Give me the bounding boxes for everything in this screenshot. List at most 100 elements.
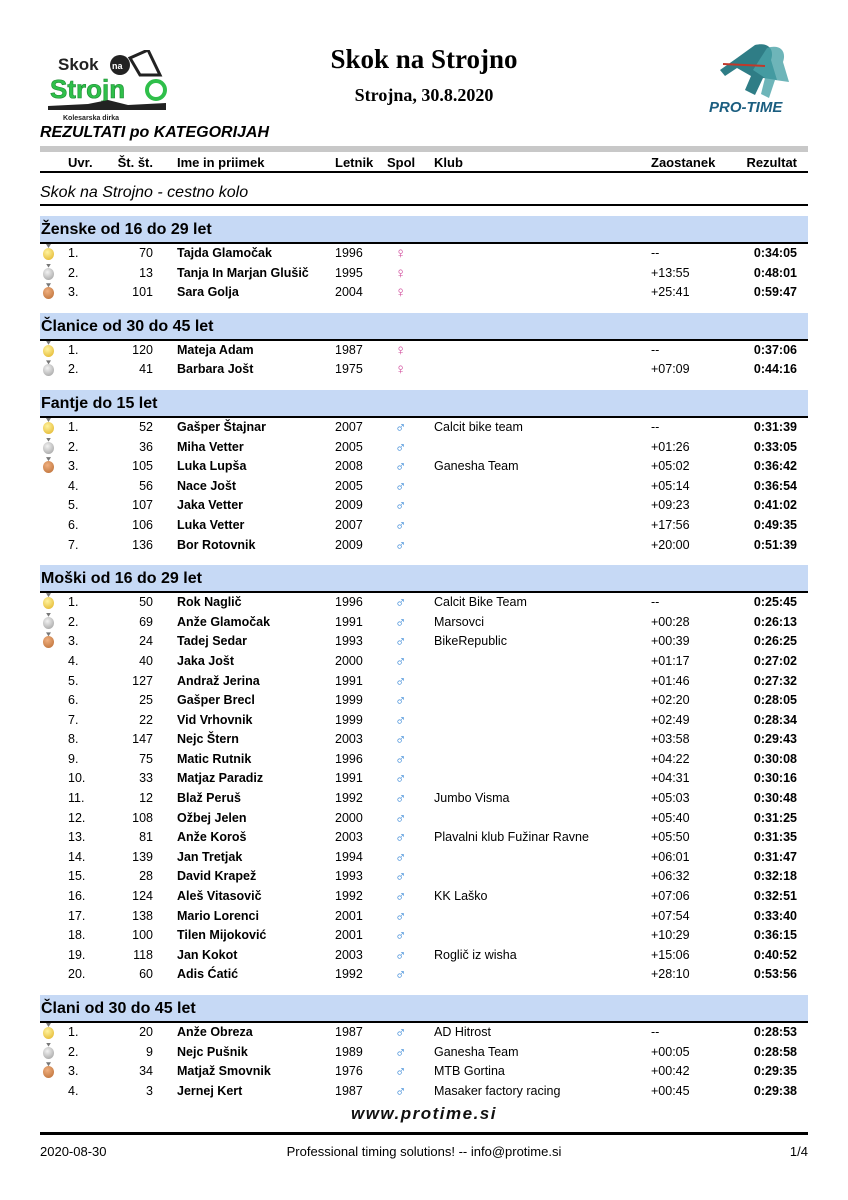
- website-link[interactable]: www.protime.si: [350, 1104, 497, 1123]
- table-row: 3. 34 Matjaž Smovnik 1976 MTB Gortina +00:42 0…: [40, 1062, 808, 1082]
- rank-cell: 17.: [68, 908, 86, 923]
- gap-cell: +01:46: [651, 673, 690, 688]
- result-cell: 0:27:32: [753, 673, 797, 688]
- gap-cell: +25:41: [651, 285, 690, 300]
- result-cell: 0:32:51: [753, 889, 797, 904]
- year-cell: 1993: [335, 634, 363, 649]
- result-cell: 0:29:43: [753, 732, 797, 747]
- rank-cell: 10.: [68, 771, 86, 786]
- rank-cell: 2.: [68, 614, 79, 629]
- bib-cell: 9: [146, 1044, 153, 1059]
- gold-medal-icon: [43, 1027, 54, 1039]
- result-cell: 0:28:53: [753, 1025, 797, 1039]
- table-row: 2. 13 Tanja In Marjan Glušič 1995 +13:55 0:48…: [40, 264, 808, 284]
- table-row: 20. 60 Adis Ćatić 1992 +28:10 0:53:56 ♂: [40, 965, 808, 985]
- club-cell: BikeRepublic: [434, 634, 507, 649]
- result-cell: 0:31:25: [753, 810, 797, 825]
- rank-cell: 7.: [68, 537, 79, 552]
- category-header: Člani od 30 do 45 let: [40, 995, 808, 1023]
- year-cell: 1994: [335, 849, 363, 864]
- gap-cell: +06:01: [651, 849, 690, 864]
- name-cell: Nejc Štern: [177, 732, 239, 747]
- gap-cell: +28:10: [651, 967, 690, 982]
- year-cell: 1987: [335, 342, 363, 357]
- gap-cell: +04:22: [651, 751, 690, 766]
- rank-cell: 14.: [68, 849, 86, 864]
- year-cell: 1992: [335, 967, 363, 982]
- female-icon: ♀: [395, 284, 407, 302]
- table-row: 2. 36 Miha Vetter 2005 +01:26 0:33:05 ♂: [40, 438, 808, 458]
- male-icon: ♂: [395, 809, 407, 827]
- male-icon: ♂: [395, 907, 407, 925]
- result-cell: 0:53:56: [753, 967, 797, 982]
- bib-cell: 52: [139, 419, 153, 434]
- rank-cell: 2.: [68, 439, 79, 454]
- race-name: Skok na Strojno - cestno kolo: [40, 184, 808, 206]
- name-cell: Jernej Kert: [177, 1083, 243, 1098]
- name-cell: Jaka Vetter: [177, 498, 244, 513]
- bib-cell: 100: [132, 928, 153, 943]
- rank-cell: 4.: [68, 478, 79, 493]
- skok-na-strojno-logo: Skok na Strojn Kolesarska dirka: [48, 48, 173, 122]
- name-cell: Blaž Peruš: [177, 791, 241, 806]
- bib-cell: 69: [139, 614, 153, 629]
- result-cell: 0:28:58: [753, 1044, 797, 1059]
- rank-cell: 6.: [68, 693, 79, 708]
- name-cell: Gašper Štajnar: [177, 419, 266, 434]
- club-cell: Calcit bike team: [434, 419, 523, 434]
- year-cell: 2004: [335, 285, 363, 300]
- rank-cell: 2.: [68, 362, 79, 377]
- gap-cell: +07:06: [651, 889, 690, 904]
- male-icon: ♂: [395, 672, 407, 690]
- rank-cell: 3.: [68, 1064, 79, 1079]
- year-cell: 2007: [335, 419, 363, 434]
- bib-cell: 120: [132, 342, 153, 357]
- result-cell: 0:27:02: [753, 653, 797, 668]
- male-icon: ♂: [395, 750, 407, 768]
- table-row: 2. 41 Barbara Jošt 1975 +07:09 0:44:16 ♀: [40, 360, 808, 380]
- name-cell: Matjaž Smovnik: [177, 1064, 271, 1079]
- result-cell: 0:29:38: [753, 1083, 797, 1098]
- result-cell: 0:26:13: [753, 614, 797, 629]
- gold-medal-icon: [43, 597, 54, 610]
- year-cell: 2003: [335, 732, 363, 747]
- gap-cell: +02:49: [651, 712, 690, 727]
- gap-cell: +15:06: [651, 947, 690, 962]
- svg-text:Kolesarska dirka: Kolesarska dirka: [63, 115, 119, 122]
- table-row: 1. 70 Tajda Glamočak 1996 -- 0:34:05 ♀: [40, 244, 808, 264]
- bib-cell: 25: [139, 693, 153, 708]
- name-cell: Tajda Glamočak: [177, 246, 272, 260]
- club-cell: Ganesha Team: [434, 1044, 519, 1059]
- male-icon: ♂: [395, 1063, 407, 1081]
- year-cell: 2000: [335, 810, 363, 825]
- name-cell: Ožbej Jelen: [177, 810, 247, 825]
- page-number: 1/4: [789, 1144, 808, 1159]
- club-cell: AD Hitrost: [434, 1025, 491, 1039]
- rank-cell: 3.: [68, 459, 79, 474]
- female-icon: ♀: [395, 341, 407, 359]
- table-row: 1. 20 Anže Obreza 1987 AD Hitrost -- 0:28:53 ♂: [40, 1023, 808, 1043]
- header-bib: Št. št.: [117, 155, 153, 170]
- male-icon: ♂: [395, 458, 407, 476]
- table-row: 1. 120 Mateja Adam 1987 -- 0:37:06 ♀: [40, 341, 808, 361]
- result-cell: 0:28:05: [753, 693, 797, 708]
- result-cell: 0:44:16: [753, 362, 797, 377]
- result-cell: 0:34:05: [753, 246, 797, 260]
- year-cell: 1991: [335, 771, 363, 786]
- name-cell: Vid Vrhovnik: [177, 712, 253, 727]
- rank-cell: 1.: [68, 246, 79, 260]
- header-year: Letnik: [335, 155, 374, 170]
- gap-cell: --: [651, 342, 660, 357]
- name-cell: Matjaz Paradiz: [177, 771, 264, 786]
- bronze-medal-icon: [43, 287, 54, 300]
- bib-cell: 20: [139, 1025, 153, 1039]
- result-cell: 0:36:42: [753, 459, 797, 474]
- male-icon: ♂: [395, 418, 407, 436]
- gap-cell: +05:02: [651, 459, 690, 474]
- club-cell: Calcit Bike Team: [434, 595, 527, 610]
- name-cell: Mario Lorenci: [177, 908, 259, 923]
- rank-cell: 15.: [68, 869, 86, 884]
- name-cell: Anže Obreza: [177, 1025, 253, 1039]
- footer-divider: [40, 1132, 808, 1135]
- year-cell: 1991: [335, 614, 363, 629]
